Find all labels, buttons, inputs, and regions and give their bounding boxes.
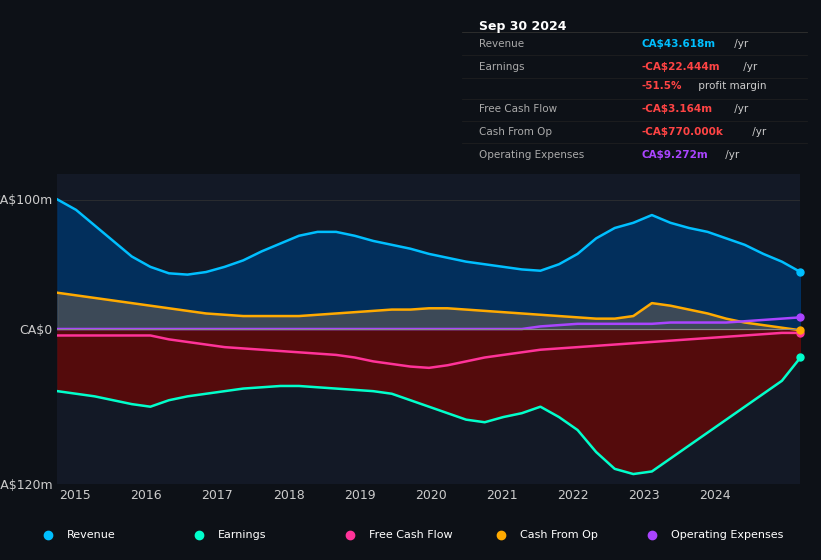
Text: Sep 30 2024: Sep 30 2024 xyxy=(479,20,567,33)
Text: Earnings: Earnings xyxy=(479,62,525,72)
Text: Revenue: Revenue xyxy=(67,530,116,540)
Text: -CA$770.000k: -CA$770.000k xyxy=(641,127,723,137)
Text: Operating Expenses: Operating Expenses xyxy=(479,150,585,160)
Text: /yr: /yr xyxy=(732,39,749,49)
Text: Cash From Op: Cash From Op xyxy=(520,530,598,540)
Text: -CA$22.444m: -CA$22.444m xyxy=(641,62,720,72)
Text: /yr: /yr xyxy=(722,150,740,160)
Text: Earnings: Earnings xyxy=(218,530,266,540)
Text: Revenue: Revenue xyxy=(479,39,525,49)
Text: CA$43.618m: CA$43.618m xyxy=(641,39,716,49)
Text: CA$9.272m: CA$9.272m xyxy=(641,150,709,160)
Text: Cash From Op: Cash From Op xyxy=(479,127,553,137)
Text: Free Cash Flow: Free Cash Flow xyxy=(479,104,557,114)
Text: -CA$3.164m: -CA$3.164m xyxy=(641,104,713,114)
Text: -51.5%: -51.5% xyxy=(641,81,682,91)
Text: Free Cash Flow: Free Cash Flow xyxy=(369,530,452,540)
Text: /yr: /yr xyxy=(749,127,766,137)
Text: /yr: /yr xyxy=(741,62,758,72)
Text: Operating Expenses: Operating Expenses xyxy=(671,530,783,540)
Text: profit margin: profit margin xyxy=(695,81,767,91)
Text: /yr: /yr xyxy=(732,104,749,114)
